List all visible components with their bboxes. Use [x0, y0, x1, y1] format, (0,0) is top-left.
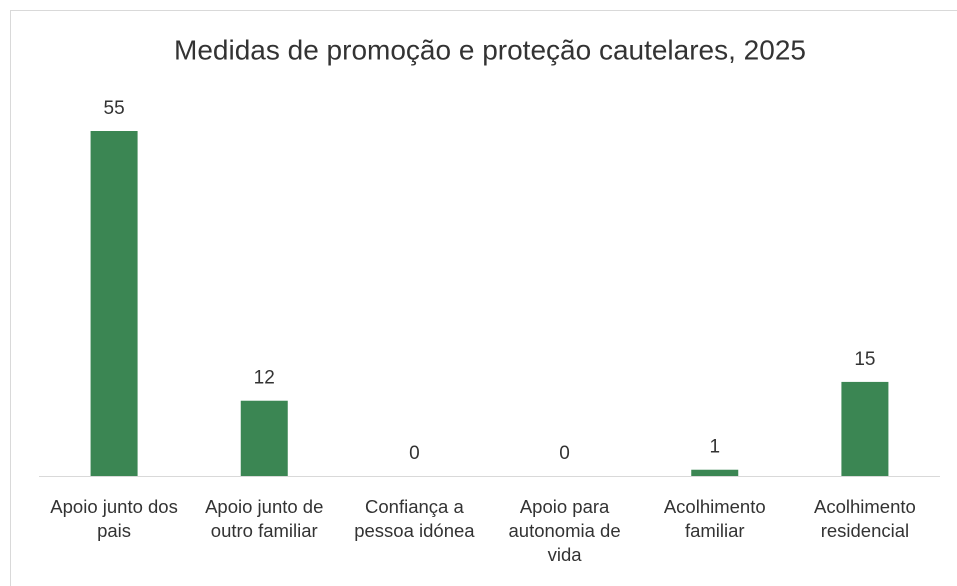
x-tick-label: Acolhimento familiar	[663, 496, 766, 541]
bar	[240, 400, 288, 476]
data-label: 1	[709, 437, 720, 458]
x-tick-label: Confiança a pessoa idónea	[354, 496, 475, 541]
x-tick-label: Acolhimento residencial	[814, 496, 916, 541]
data-label: 0	[409, 443, 420, 464]
data-label: 55	[104, 98, 125, 119]
chart-frame	[10, 10, 957, 586]
data-label: 0	[559, 443, 570, 464]
x-tick-label: Apoio junto de outro familiar	[205, 496, 324, 541]
bar	[841, 381, 889, 476]
x-tick-label: Apoio para autonomia de vida	[508, 496, 621, 565]
bar	[691, 469, 739, 476]
chart-title: Medidas de promoção e proteção cautelare…	[174, 34, 806, 65]
x-tick-label: Apoio junto dos pais	[50, 496, 178, 541]
data-label: 15	[854, 349, 875, 370]
bar	[90, 131, 138, 476]
data-label: 12	[254, 368, 275, 389]
